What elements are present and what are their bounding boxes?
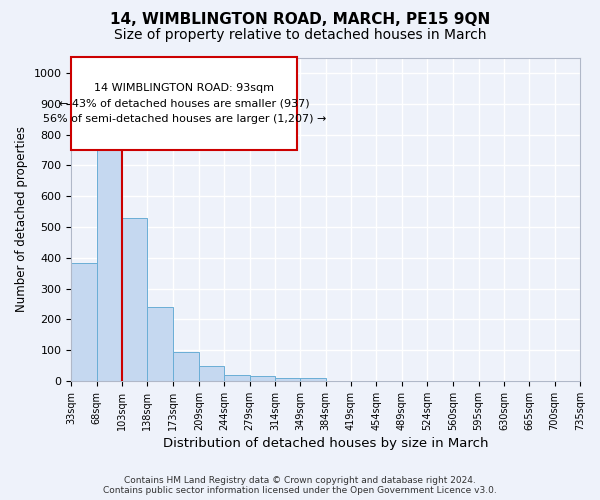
Text: 14, WIMBLINGTON ROAD, MARCH, PE15 9QN: 14, WIMBLINGTON ROAD, MARCH, PE15 9QN [110,12,490,28]
Y-axis label: Number of detached properties: Number of detached properties [15,126,28,312]
Text: 14 WIMBLINGTON ROAD: 93sqm
← 43% of detached houses are smaller (937)
56% of sem: 14 WIMBLINGTON ROAD: 93sqm ← 43% of deta… [43,83,326,124]
Text: Contains HM Land Registry data © Crown copyright and database right 2024.
Contai: Contains HM Land Registry data © Crown c… [103,476,497,495]
Bar [122,218,148,381]
Text: Size of property relative to detached houses in March: Size of property relative to detached ho… [114,28,486,42]
Bar [199,366,224,381]
X-axis label: Distribution of detached houses by size in March: Distribution of detached houses by size … [163,437,488,450]
Bar [173,352,199,381]
Bar [250,376,275,381]
Bar [275,378,300,381]
Bar [224,375,250,381]
Bar [71,263,97,381]
Bar [97,123,122,381]
Bar [300,378,326,381]
Bar [148,307,173,381]
